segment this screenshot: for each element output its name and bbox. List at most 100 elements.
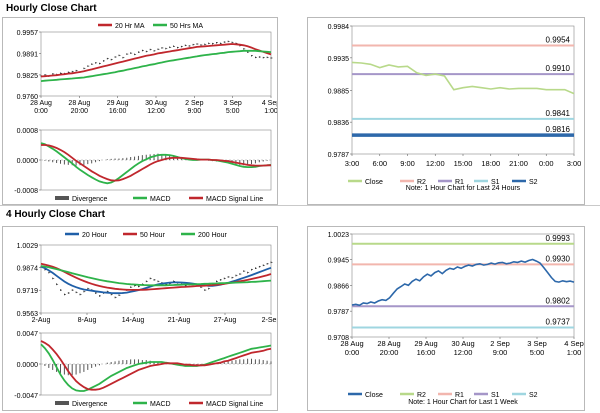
four-price-x-tick-label: 8-Aug xyxy=(78,317,97,324)
weekly-levels-legend-r1-label: R1 xyxy=(455,392,464,399)
hourly-price-x-tick-label: 5:00 xyxy=(226,108,240,115)
four-price-series-200-hour xyxy=(40,265,272,287)
hourly-levels-close-line xyxy=(351,61,575,95)
weekly-levels-note: Note: 1 Hour Chart for Last 1 Week xyxy=(408,399,518,406)
hourly-macd-macd-line xyxy=(40,142,272,185)
hourly-levels-level-label-r2: 0.9954 xyxy=(546,35,571,44)
hourly-levels-legend-r1-label: R1 xyxy=(455,179,464,186)
hourly-levels-y-tick-label: 0.9935 xyxy=(328,56,350,63)
hourly-indicators-frame: 0.9957 0.9891 0.9825 0.9760 20 Hr MA 50 Hrs M… xyxy=(2,17,278,205)
weekly-levels-y-tick-label: 0.9787 xyxy=(328,309,350,316)
weekly-levels-x-tick-label: 28 Aug xyxy=(340,339,363,348)
hourly-macd-legend-macd-label: MACD xyxy=(150,196,171,203)
hourly-price-x-tick-label: 2 Sep xyxy=(185,100,203,107)
weekly-levels-frame: 1.0023 0.9945 0.9866 0.9787 0.9708 0.9993 0.99… xyxy=(307,226,585,411)
four-price-x-tick-label: 27-Aug xyxy=(214,317,237,324)
hourly-levels-x-tick-label: 3:00 xyxy=(345,159,360,168)
hourly-levels-x-tick-label: 18:00 xyxy=(481,159,500,168)
four-price-x-tick-label: 21-Aug xyxy=(168,317,191,324)
hourly-levels-level-label-s2: 0.9816 xyxy=(546,125,571,134)
four-macd-macd-line xyxy=(40,343,272,392)
weekly-levels-y-tick-label: 0.9866 xyxy=(328,283,350,290)
hourly-macd-y-tick-label: 0.0000 xyxy=(17,158,39,165)
hourly-price-x-tick-label: 30 Aug xyxy=(145,100,167,107)
four-price-y-tick-label: 0.9719 xyxy=(17,288,39,295)
hourly-macd-y-tick-label: -0.0008 xyxy=(14,188,38,195)
hourly-price-series-20-hr-ma xyxy=(40,43,272,78)
four-macd-plot-area xyxy=(40,332,272,396)
hourly-macd-legend-signal-label: MACD Signal Line xyxy=(206,196,263,203)
hourly-levels-legend-s1-label: S1 xyxy=(491,179,500,186)
four-hourly-macd-chart: 0.0047 0.0000 -0.0047 Divergence MACD MACD Si… xyxy=(14,331,272,408)
hourly-price-y-tick-label: 0.9760 xyxy=(17,94,39,101)
four-hourly-close-chart-title: 4 Hourly Close Chart xyxy=(6,209,105,220)
hourly-price-x-tick-label: 3 Sep xyxy=(224,100,242,107)
weekly-levels-legend-s1-label: S1 xyxy=(491,392,500,399)
hourly-price-y-tick-label: 0.9891 xyxy=(17,51,39,58)
hourly-levels-x-tick-label: 15:00 xyxy=(454,159,473,168)
hourly-levels-legend-s2-label: S2 xyxy=(529,179,538,186)
weekly-levels-x-tick-label: 2 Sep xyxy=(490,339,510,348)
hourly-price-y-tick-label: 0.9957 xyxy=(17,30,39,37)
hourly-macd-y-tick-label: 0.0008 xyxy=(17,128,39,135)
hourly-levels-legend-close-label: Close xyxy=(365,179,383,186)
weekly-levels-level-label-s2: 0.9737 xyxy=(546,318,571,327)
weekly-levels-x-tick-label: 12:00 xyxy=(454,348,473,357)
hourly-price-x-tick-label: 29 Aug xyxy=(107,100,129,107)
hourly-macd-chart: 0.0008 0.0000 -0.0008 Divergence MACD MACD Si… xyxy=(14,128,272,203)
four-price-y-tick-label: 0.9874 xyxy=(17,266,39,273)
hourly-levels-y-tick-label: 0.9885 xyxy=(328,88,350,95)
weekly-levels-y-tick-label: 0.9708 xyxy=(328,335,350,342)
weekly-levels-close-line xyxy=(351,258,575,307)
four-hourly-price-chart: 1.0029 0.9874 0.9719 0.9563 20 Hour 50 Hour 20… xyxy=(17,232,277,324)
four-price-y-tick-label: 1.0029 xyxy=(17,243,39,250)
hourly-price-x-tick-label: 28 Aug xyxy=(68,100,90,107)
hourly-macd-legend-divergence-label: Divergence xyxy=(72,196,108,203)
weekly-levels-plot-area xyxy=(351,233,575,338)
hourly-macd-signal-line xyxy=(41,144,271,182)
hourly-levels-chart: 0.9984 0.9935 0.9885 0.9836 0.9787 0.9954 0.99… xyxy=(328,24,582,192)
hourly-price-x-tick-label: 28 Aug xyxy=(30,100,52,107)
hourly-levels-x-tick-label: 21:00 xyxy=(509,159,528,168)
hourly-levels-y-tick-label: 0.9836 xyxy=(328,120,350,127)
four-macd-y-tick-label: 0.0000 xyxy=(17,362,39,369)
hourly-levels-x-tick-label: 12:00 xyxy=(426,159,445,168)
hourly-price-y-tick-label: 0.9825 xyxy=(17,73,39,80)
weekly-levels-x-tick-label: 5:00 xyxy=(530,348,545,357)
hourly-price-x-tick-label: 20:00 xyxy=(71,108,89,115)
weekly-levels-level-label-s1: 0.9802 xyxy=(546,296,571,305)
hourly-price-x-tick-label: 16:00 xyxy=(109,108,127,115)
weekly-levels-x-tick-label: 20:00 xyxy=(380,348,399,357)
hourly-levels-level-label-r1: 0.9910 xyxy=(546,64,571,73)
four-price-legend-1-label: 50 Hour xyxy=(140,232,166,239)
four-macd-signal-line xyxy=(40,340,272,391)
four-macd-legend-macd-label: MACD xyxy=(150,401,171,408)
hourly-price-chart: 0.9957 0.9891 0.9825 0.9760 20 Hr MA 50 Hrs M… xyxy=(17,23,277,115)
hourly-levels-y-tick-label: 0.9787 xyxy=(328,152,350,159)
weekly-levels-x-tick-label: 16:00 xyxy=(417,348,436,357)
weekly-levels-x-tick-label: 28 Aug xyxy=(377,339,400,348)
weekly-levels-legend-close-label: Close xyxy=(365,392,383,399)
weekly-levels-x-tick-label: 9:00 xyxy=(493,348,508,357)
hourly-price-series-50-hrs-ma xyxy=(40,49,272,82)
hourly-levels-x-tick-label: 9:00 xyxy=(400,159,415,168)
hourly-price-legend-1-label: 50 Hrs MA xyxy=(170,23,203,30)
section-divider xyxy=(0,205,600,206)
hourly-levels-level-label-s1: 0.9841 xyxy=(546,109,571,118)
hourly-price-x-tick-label: 4 Sep xyxy=(262,100,277,107)
four-macd-legend-divergence-label: Divergence xyxy=(72,401,108,408)
four-price-legend-0-label: 20 Hour xyxy=(82,232,108,239)
hourly-levels-x-tick-label: 3:00 xyxy=(567,159,582,168)
hourly-levels-x-tick-label: 0:00 xyxy=(539,159,554,168)
four-price-plot-area xyxy=(40,244,272,314)
hourly-price-x-tick-label: 0:00 xyxy=(34,108,48,115)
four-macd-y-tick-label: 0.0047 xyxy=(17,331,39,338)
hourly-levels-legend-r2-label: R2 xyxy=(417,179,426,186)
weekly-levels-y-tick-label: 0.9945 xyxy=(328,258,350,265)
four-macd-y-tick-label: -0.0047 xyxy=(14,393,38,400)
weekly-levels-x-tick-label: 0:00 xyxy=(345,348,360,357)
hourly-price-legend-0-label: 20 Hr MA xyxy=(115,23,145,30)
weekly-levels-x-tick-label: 3 Sep xyxy=(527,339,547,348)
four-price-x-tick-label: 2-Aug xyxy=(32,317,51,324)
four-price-x-tick-label: 2-Sep xyxy=(262,317,277,324)
